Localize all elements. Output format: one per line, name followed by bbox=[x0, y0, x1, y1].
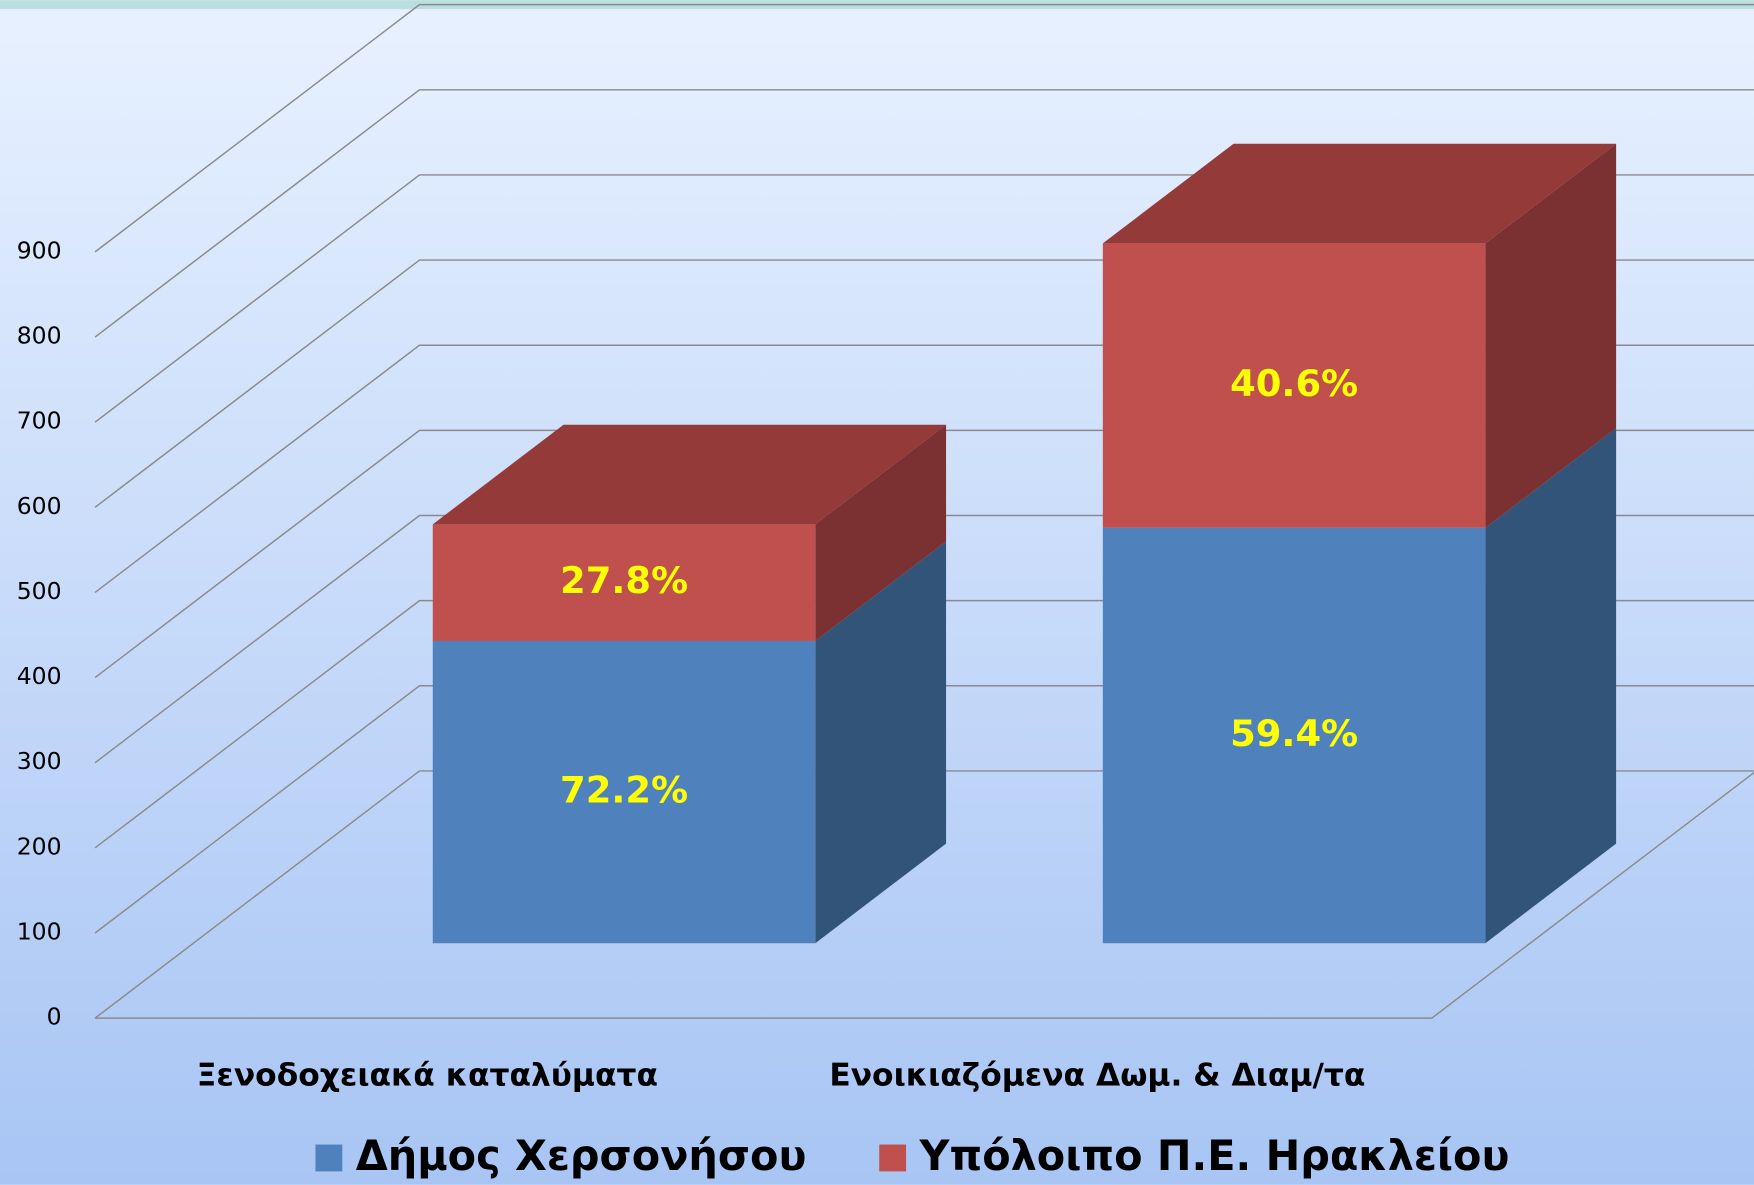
bar bbox=[1102, 243, 1486, 528]
bar-top bbox=[432, 424, 947, 525]
bar bbox=[432, 524, 816, 641]
y-tick-label: 200 bbox=[17, 832, 62, 860]
y-tick-label: 0 bbox=[47, 1003, 62, 1031]
grid-line bbox=[94, 3, 1754, 253]
legend-swatch bbox=[879, 1144, 907, 1172]
bar-side bbox=[1485, 143, 1617, 528]
y-tick-label: 300 bbox=[17, 747, 62, 775]
bar-side bbox=[1485, 428, 1617, 944]
bar-side bbox=[815, 541, 947, 944]
x-tick-label: Ξενοδοχειακά καταλύματα bbox=[197, 1057, 658, 1093]
legend-label: Υπόλοιπο Π.Ε. Ηρακλείου bbox=[919, 1132, 1510, 1180]
grid-line bbox=[94, 89, 1754, 338]
y-tick-label: 900 bbox=[17, 236, 62, 264]
x-tick-label: Ενοικιαζόμενα Δωμ. & Διαμ/τα bbox=[829, 1057, 1365, 1093]
legend-label: Δήμος Χερσονήσου bbox=[356, 1132, 807, 1180]
y-tick-label: 400 bbox=[17, 662, 62, 690]
floor-edge bbox=[95, 771, 1754, 1019]
data-label: 59.4% bbox=[1230, 712, 1358, 755]
legend-swatch bbox=[315, 1144, 343, 1172]
bar bbox=[1102, 527, 1486, 944]
bar bbox=[432, 640, 816, 944]
bar-top bbox=[1102, 143, 1617, 244]
data-label: 40.6% bbox=[1230, 362, 1358, 405]
y-tick-label: 100 bbox=[17, 917, 62, 945]
y-tick-label: 600 bbox=[17, 492, 62, 520]
data-label: 27.8% bbox=[560, 559, 688, 602]
y-tick-label: 800 bbox=[17, 322, 62, 350]
data-label: 72.2% bbox=[560, 769, 688, 812]
y-tick-label: 500 bbox=[17, 577, 62, 605]
y-tick-label: 700 bbox=[17, 407, 62, 435]
bar-side bbox=[815, 424, 947, 641]
